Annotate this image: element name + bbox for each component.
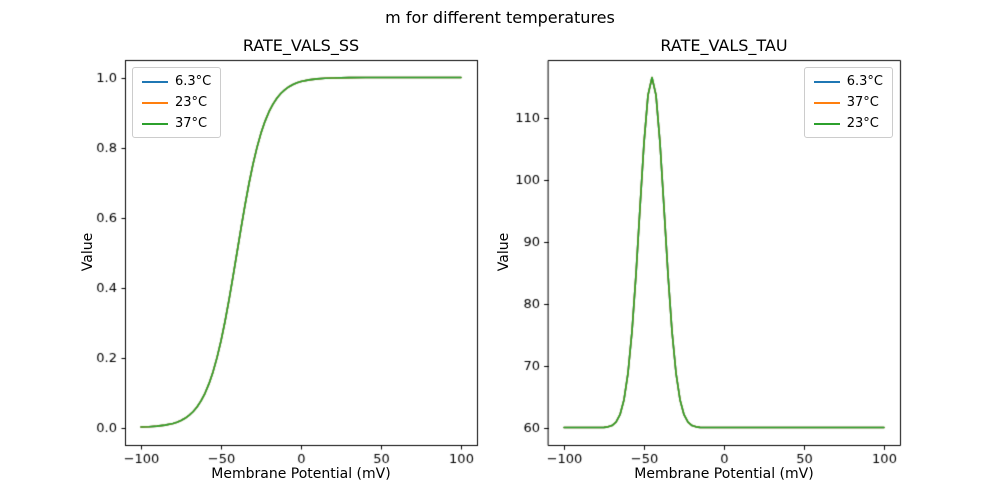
legend-line-swatch: [142, 122, 168, 125]
subplot-tau-title: RATE_VALS_TAU: [660, 36, 788, 55]
legend-item: 6.3°C: [813, 74, 883, 89]
legend-label: 37°C: [846, 95, 879, 110]
subplot-ss-legend: 6.3°C 23°C 37°C: [132, 67, 222, 138]
legend-label: 6.3°C: [846, 74, 883, 89]
legend-line-swatch: [813, 80, 840, 83]
legend-item: 37°C: [813, 95, 883, 110]
legend-item: 23°C: [142, 95, 211, 110]
legend-line-swatch: [813, 101, 840, 104]
legend-line-swatch: [142, 80, 168, 83]
legend-label: 23°C: [175, 95, 208, 110]
legend-line-swatch: [813, 122, 840, 125]
figure-suptitle: m for different temperatures: [385, 8, 615, 27]
legend-label: 37°C: [175, 116, 208, 131]
subplot-ss-yaxis-label: Value: [80, 232, 96, 272]
legend-item: 6.3°C: [142, 74, 211, 89]
subplot-tau-legend: 6.3°C 37°C 23°C: [803, 67, 893, 138]
subplot-ss-title: RATE_VALS_SS: [242, 36, 360, 55]
subplot-tau-xaxis-label: Membrane Potential (mV): [634, 466, 814, 482]
legend-label: 23°C: [846, 116, 879, 131]
legend-label: 6.3°C: [175, 74, 212, 89]
legend-line-swatch: [142, 101, 168, 104]
subplot-tau-yaxis-label: Value: [496, 232, 512, 272]
subplot-ss-xaxis-label: Membrane Potential (mV): [211, 466, 391, 482]
legend-item: 37°C: [142, 116, 211, 131]
legend-item: 23°C: [813, 116, 883, 131]
